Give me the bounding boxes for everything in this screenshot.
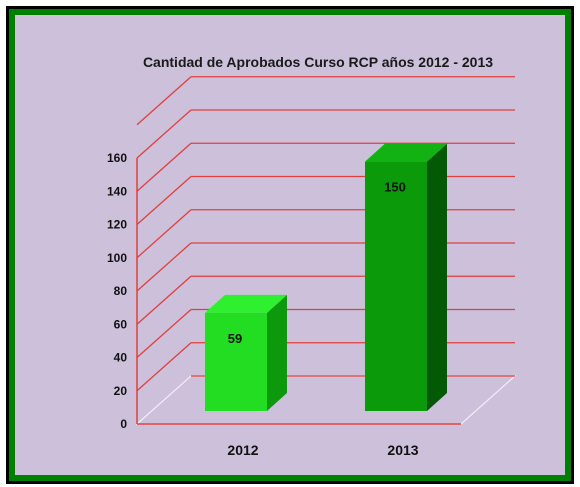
y-tick-label: 80 [114,284,128,298]
y-tick-label: 20 [114,384,128,398]
grid [135,76,517,425]
y-tick-label: 100 [107,251,127,265]
bar-2013 [365,161,427,411]
gridline-side [136,176,192,225]
data-label: 59 [228,331,242,346]
gridline-side [136,342,192,392]
y-tick-label: 140 [107,184,127,198]
gridline-side [136,142,192,192]
gridline-side [136,76,192,126]
labels: 0 20 40 60 80 100 120 140 160 59 2012 150 2013 [107,151,419,458]
gridline-side [136,209,192,259]
x-tick-label: 2012 [227,442,258,458]
bar-chart: Cantidad de Aprobados Curso RCP años 201… [107,54,517,458]
chart-frame: Cantidad de Aprobados Curso RCP años 201… [6,6,574,484]
chart-title: Cantidad de Aprobados Curso RCP años 201… [143,54,493,70]
bar-2012 [205,312,267,411]
bars [205,143,447,411]
y-tick-label: 0 [120,417,127,431]
y-tick-label: 160 [107,151,127,165]
y-tick-label: 60 [114,317,128,331]
bar-top-2013 [365,143,447,162]
bar-side-2012 [267,294,287,411]
bar-side-2013 [427,143,447,411]
gridline-side [136,242,192,292]
gridline-side [136,275,192,325]
floor-outline [135,375,517,425]
x-tick-label: 2013 [387,442,418,458]
gridline-side [136,109,192,159]
axes [136,158,461,425]
y-tick-label: 120 [107,218,127,232]
bar-top-2012 [205,294,287,313]
chart-area: Cantidad de Aprobados Curso RCP años 201… [15,15,565,475]
gridline-side [136,309,192,358]
data-label: 150 [384,180,406,195]
y-tick-label: 40 [114,351,128,365]
